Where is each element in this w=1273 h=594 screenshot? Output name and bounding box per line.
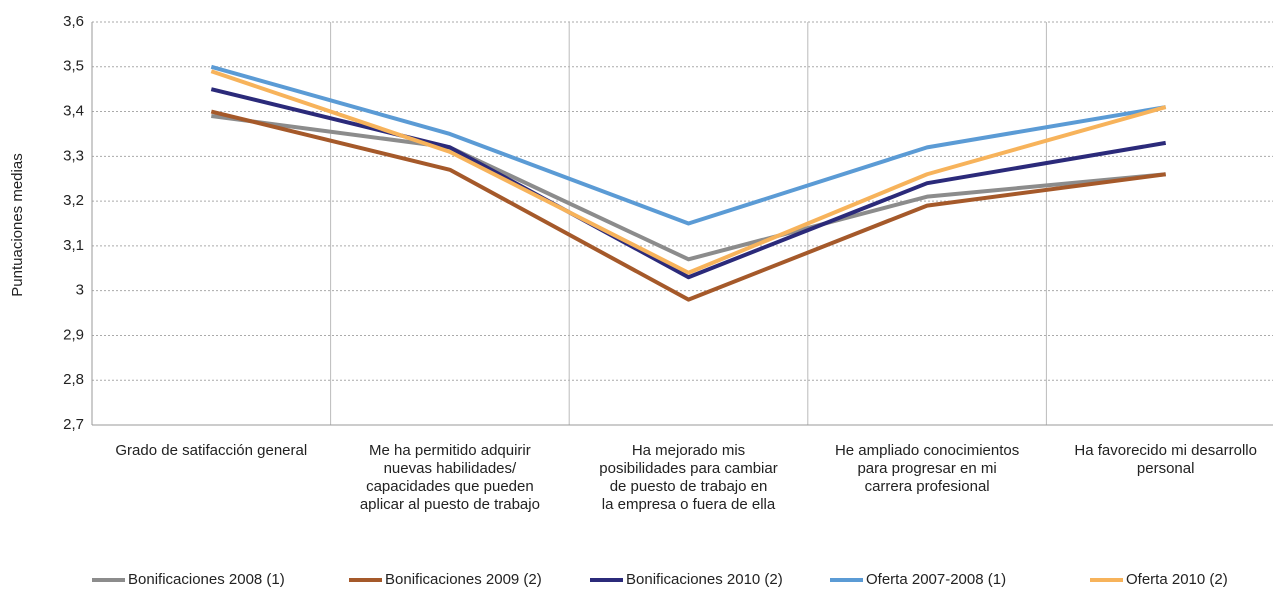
y-tick-label: 3,5 [63,58,84,75]
legend-label: Oferta 2007-2008 (1) [866,571,1006,588]
y-axis-label: Puntuaciones medias [9,153,26,296]
x-tick-label: Grado de satifacción general [115,442,308,459]
legend-label: Bonificaciones 2008 (1) [128,571,285,588]
y-tick-label: 2,8 [63,371,84,388]
series-line [210,87,1167,280]
x-tick-label: Ha favorecido mi desarrollo personal [1074,442,1257,477]
x-tick-label: Ha mejorado mis posibilidades para cambi… [599,442,778,513]
y-tick-label: 3 [76,282,84,299]
legend-label: Bonificaciones 2010 (2) [626,571,783,588]
x-tick-label: Me ha permitido adquirir nuevas habilida… [359,442,540,513]
series-line [210,64,1167,226]
series-line [211,114,1166,262]
y-tick-label: 3,4 [63,103,84,120]
legend-label: Bonificaciones 2009 (2) [385,571,542,588]
x-tick-label: He ampliado conocimientos para progresar… [834,442,1020,495]
series-line [210,69,1167,275]
y-tick-label: 3,2 [63,192,84,209]
series-line [210,109,1166,302]
legend-label: Oferta 2010 (2) [1126,571,1228,588]
y-tick-label: 3,6 [63,13,84,30]
y-tick-label: 3,1 [63,237,84,254]
y-tick-label: 2,9 [63,326,84,343]
y-tick-label: 2,7 [63,416,84,433]
y-tick-label: 3,3 [63,147,84,164]
